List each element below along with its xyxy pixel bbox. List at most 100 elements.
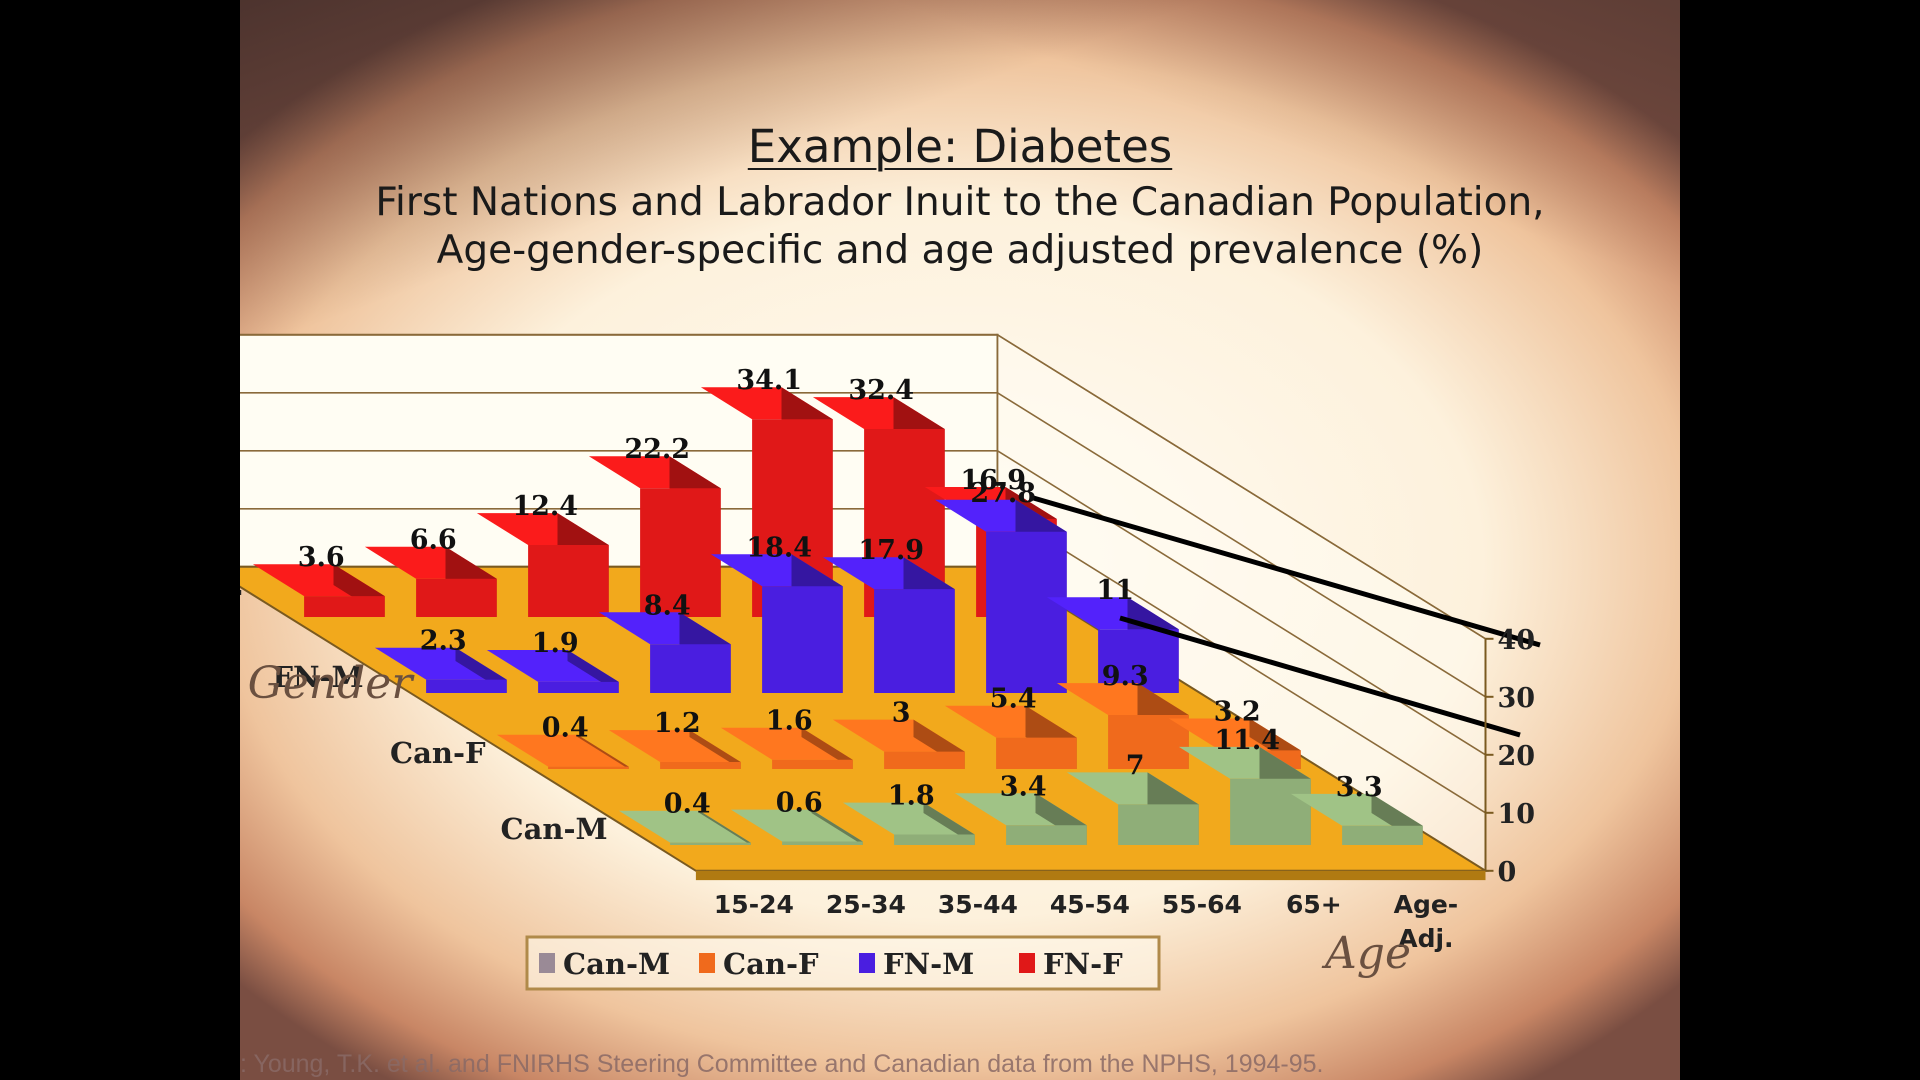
bar-fn-m-7 — [1046, 597, 1179, 693]
bar-can-m-6 — [1178, 746, 1311, 845]
bar-top — [608, 730, 741, 762]
value-label: 3.3 — [1336, 772, 1383, 803]
chart-legend: Can-M Can-F FN-M FN-F — [525, 935, 1161, 991]
gridline — [240, 449, 1486, 756]
value-label: 2.3 — [420, 626, 467, 657]
bar-side — [811, 809, 863, 845]
bar-can-m-2 — [730, 809, 863, 845]
value-label: 0.6 — [776, 788, 823, 819]
bar-front — [772, 759, 853, 769]
bar-front — [1098, 629, 1179, 693]
bar-front — [884, 751, 965, 769]
value-label: 16.9 — [960, 465, 1026, 496]
x-tick-label: 65+ — [1286, 890, 1342, 919]
bar-can-m-5 — [1066, 772, 1199, 845]
trend-line-fn-m — [1119, 615, 1521, 738]
bar-fn-f-4 — [588, 456, 721, 617]
bar-front — [1108, 715, 1189, 769]
chart-axes: 15-24 25-34 35-44 45-54 55-64 65+ Age- Adj. FN-F… — [240, 584, 1535, 979]
bar-side — [923, 802, 975, 845]
bar-side — [699, 810, 751, 845]
x-tick-label: Age- — [1394, 890, 1459, 919]
gridline — [240, 333, 1486, 640]
x-tick-label: 35-44 — [938, 890, 1018, 919]
bar-fn-f-3 — [476, 513, 609, 617]
legend-swatch — [859, 953, 875, 973]
y-tick-label: 10 — [1498, 799, 1536, 830]
bar-front — [640, 488, 721, 617]
y-tick-label: 40 — [1498, 625, 1536, 656]
row-label: Can-F — [390, 736, 486, 770]
bar-fn-m-1 — [374, 647, 507, 693]
bar-fn-f-1 — [252, 564, 385, 617]
legend-box — [525, 935, 1161, 991]
value-label: 9.3 — [1102, 661, 1149, 692]
bar-side — [577, 734, 629, 769]
bar-top — [618, 810, 751, 843]
bar-can-m-7 — [1290, 793, 1423, 845]
value-label: 3 — [892, 698, 911, 729]
bar-top — [730, 809, 863, 842]
bar-top — [496, 734, 629, 767]
value-label: 0.4 — [664, 789, 711, 820]
slide: Example: Diabetes First Nations and Labr… — [240, 0, 1680, 1080]
legend-entry: Can-M — [563, 947, 670, 981]
bar-side — [801, 727, 853, 769]
bar-front — [782, 841, 863, 845]
value-label: 1.6 — [766, 706, 813, 737]
bar-front — [762, 586, 843, 693]
bar-top — [720, 727, 853, 760]
bar-top — [486, 650, 619, 682]
legend-swatch — [1019, 953, 1035, 973]
x-tick-label: 15-24 — [714, 890, 794, 919]
bar-front — [416, 578, 497, 617]
legend-entry: FN-M — [883, 947, 974, 981]
bar-front — [986, 531, 1067, 693]
legend-entry: Can-F — [723, 947, 819, 981]
value-label: 22.2 — [624, 434, 690, 465]
legend-swatch — [699, 953, 715, 973]
x-tick-label: Adj. — [1398, 924, 1453, 953]
chart-labels: 3.6 6.6 12.4 22.2 34.1 32.4 16.9 2.3 1.9 8.4 18.4 1… — [298, 365, 1383, 819]
bar-front — [650, 644, 731, 693]
chart-trend-lines — [1029, 494, 1541, 738]
value-label: 0.4 — [542, 713, 589, 744]
value-label: 3.4 — [1000, 771, 1047, 802]
chart-floor-edge — [695, 870, 1486, 881]
bar-fn-m-5 — [822, 557, 955, 693]
bar-front — [996, 737, 1077, 769]
value-label: 1.2 — [654, 708, 701, 739]
slide-subtitle-line-2: Age-gender-specific and age adjusted pre… — [436, 228, 1484, 273]
value-label: 11.4 — [1214, 725, 1280, 756]
chart-bars — [252, 387, 1423, 845]
value-label: 12.4 — [512, 491, 578, 522]
value-label: 7 — [1126, 750, 1145, 781]
source-citation: : Young, T.K. et al. and FNIRHS Steering… — [240, 1050, 1324, 1078]
value-label: 17.9 — [858, 535, 924, 566]
value-label: 1.9 — [532, 628, 579, 659]
legend-entry: FN-F — [1043, 947, 1123, 981]
bar-fn-m-6 — [934, 499, 1067, 693]
y-tick-label: 0 — [1498, 857, 1517, 888]
legend-swatch — [539, 953, 555, 973]
value-label: 6.6 — [410, 525, 457, 556]
value-label: 3.2 — [1214, 696, 1261, 727]
bar-can-f-3 — [720, 727, 853, 769]
bar-can-f-5 — [944, 705, 1077, 769]
x-tick-label: 55-64 — [1162, 890, 1242, 919]
bar-front — [670, 842, 751, 845]
bar-fn-m-4 — [710, 554, 843, 693]
bar-front — [894, 834, 975, 845]
diabetes-3d-bar-chart: 3.6 6.6 12.4 22.2 34.1 32.4 16.9 2.3 1.9 8.4 18.4 1… — [240, 333, 1541, 991]
bar-fn-m-3 — [598, 612, 731, 693]
bar-can-m-4 — [954, 793, 1087, 845]
value-label: 11 — [1096, 575, 1134, 606]
x-tick-label: 45-54 — [1050, 890, 1130, 919]
row-label: FN-F — [240, 584, 242, 618]
bar-front — [1118, 804, 1199, 845]
value-label: 3.6 — [298, 542, 345, 573]
bar-front — [304, 596, 385, 617]
y-tick-label: 20 — [1498, 741, 1536, 772]
bar-can-f-6 — [1056, 683, 1189, 769]
value-label: 18.4 — [746, 532, 812, 563]
